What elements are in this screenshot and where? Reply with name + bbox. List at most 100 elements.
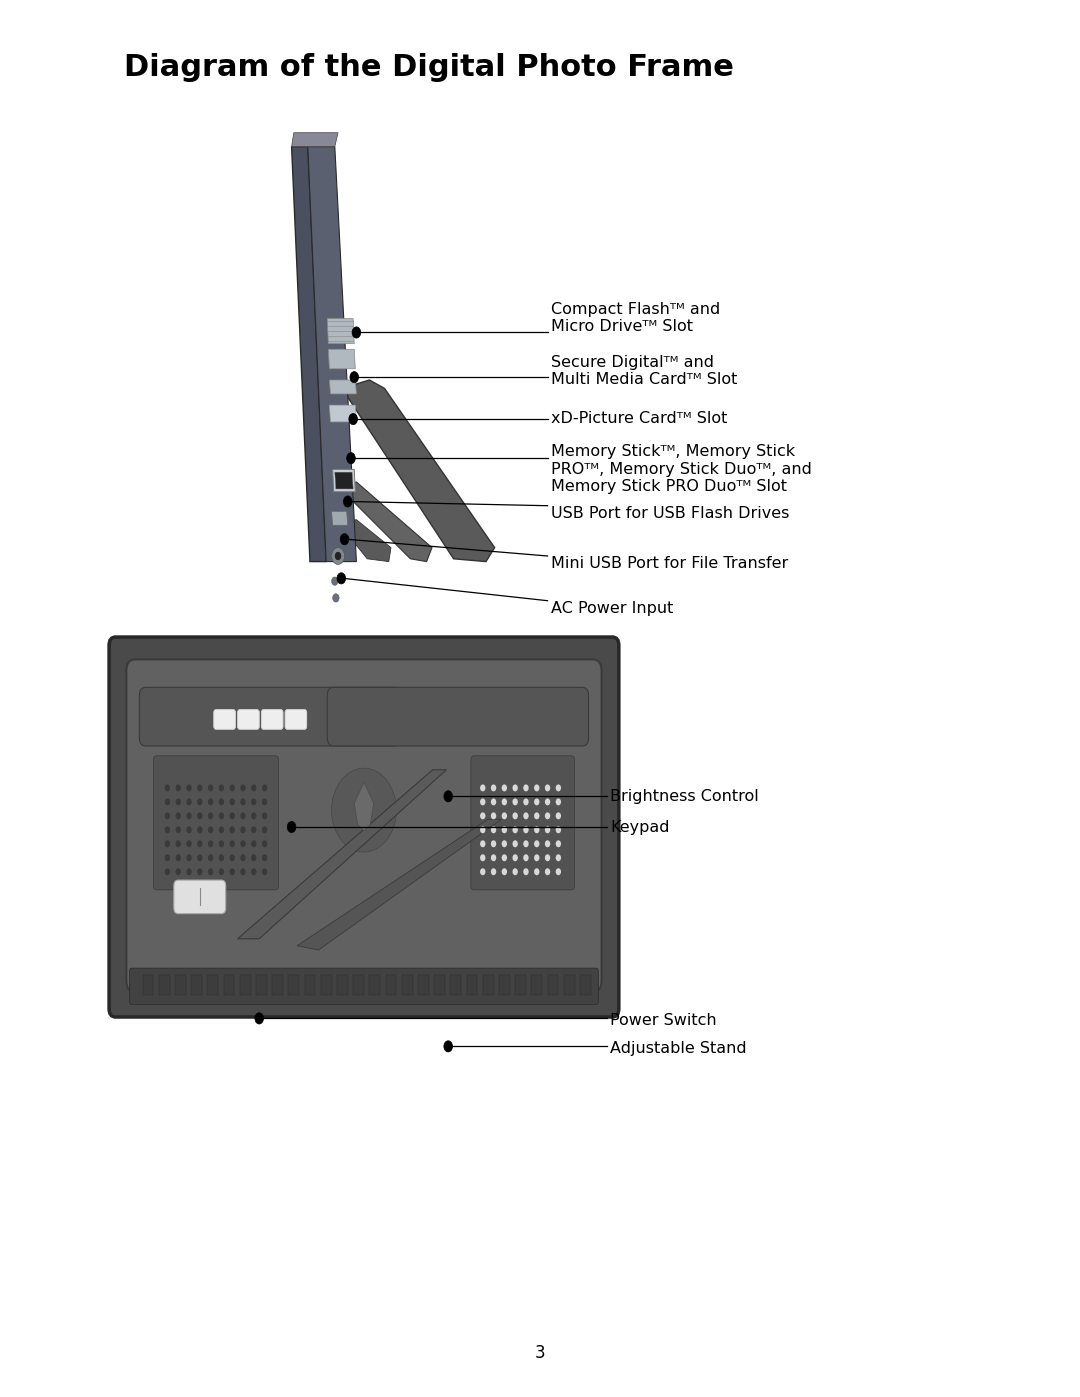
Circle shape bbox=[332, 548, 345, 564]
FancyBboxPatch shape bbox=[499, 975, 510, 995]
Circle shape bbox=[480, 840, 486, 847]
Circle shape bbox=[165, 813, 171, 819]
Circle shape bbox=[556, 799, 562, 805]
Circle shape bbox=[502, 813, 508, 819]
Circle shape bbox=[513, 827, 518, 833]
Circle shape bbox=[241, 840, 246, 847]
Text: USB Port for USB Flash Drives: USB Port for USB Flash Drives bbox=[551, 506, 789, 521]
Circle shape bbox=[545, 785, 551, 791]
Circle shape bbox=[251, 854, 257, 861]
Circle shape bbox=[333, 594, 339, 602]
Circle shape bbox=[187, 840, 192, 847]
Circle shape bbox=[165, 799, 171, 805]
FancyBboxPatch shape bbox=[174, 880, 226, 914]
Circle shape bbox=[444, 1041, 453, 1052]
FancyBboxPatch shape bbox=[175, 975, 186, 995]
Circle shape bbox=[229, 868, 235, 875]
FancyBboxPatch shape bbox=[386, 975, 396, 995]
Circle shape bbox=[187, 854, 192, 861]
Circle shape bbox=[218, 840, 225, 847]
Circle shape bbox=[218, 854, 225, 861]
Polygon shape bbox=[328, 520, 391, 562]
Polygon shape bbox=[297, 820, 501, 950]
Circle shape bbox=[352, 327, 361, 338]
Circle shape bbox=[332, 577, 338, 585]
Circle shape bbox=[187, 785, 192, 791]
Circle shape bbox=[187, 868, 192, 875]
Circle shape bbox=[229, 799, 235, 805]
Polygon shape bbox=[329, 380, 356, 394]
Circle shape bbox=[187, 813, 192, 819]
Circle shape bbox=[491, 799, 497, 805]
Circle shape bbox=[513, 813, 518, 819]
Circle shape bbox=[165, 827, 171, 833]
Circle shape bbox=[176, 785, 181, 791]
Polygon shape bbox=[308, 147, 356, 562]
FancyBboxPatch shape bbox=[321, 975, 332, 995]
Circle shape bbox=[262, 854, 268, 861]
FancyBboxPatch shape bbox=[467, 975, 477, 995]
Circle shape bbox=[207, 840, 213, 847]
Circle shape bbox=[513, 799, 518, 805]
Circle shape bbox=[523, 785, 529, 791]
Circle shape bbox=[343, 496, 352, 507]
Circle shape bbox=[545, 799, 551, 805]
Polygon shape bbox=[332, 511, 348, 525]
Circle shape bbox=[207, 799, 213, 805]
Circle shape bbox=[218, 785, 225, 791]
FancyBboxPatch shape bbox=[402, 975, 413, 995]
Circle shape bbox=[262, 840, 268, 847]
Circle shape bbox=[176, 868, 181, 875]
Circle shape bbox=[480, 799, 486, 805]
Circle shape bbox=[241, 854, 246, 861]
Circle shape bbox=[165, 868, 171, 875]
Circle shape bbox=[262, 813, 268, 819]
Text: 3: 3 bbox=[535, 1344, 545, 1362]
FancyBboxPatch shape bbox=[434, 975, 445, 995]
FancyBboxPatch shape bbox=[285, 710, 307, 729]
Circle shape bbox=[502, 840, 508, 847]
Polygon shape bbox=[329, 405, 356, 422]
Polygon shape bbox=[292, 133, 338, 147]
FancyBboxPatch shape bbox=[191, 975, 202, 995]
Circle shape bbox=[349, 414, 357, 425]
FancyBboxPatch shape bbox=[515, 975, 526, 995]
Circle shape bbox=[229, 813, 235, 819]
Circle shape bbox=[502, 827, 508, 833]
Circle shape bbox=[218, 799, 225, 805]
Circle shape bbox=[229, 827, 235, 833]
Circle shape bbox=[535, 813, 540, 819]
Circle shape bbox=[480, 868, 486, 875]
Circle shape bbox=[556, 813, 562, 819]
Circle shape bbox=[229, 785, 235, 791]
Circle shape bbox=[535, 799, 540, 805]
Circle shape bbox=[165, 785, 171, 791]
Circle shape bbox=[335, 552, 341, 560]
Circle shape bbox=[187, 827, 192, 833]
Circle shape bbox=[207, 854, 213, 861]
Polygon shape bbox=[292, 147, 326, 562]
FancyBboxPatch shape bbox=[240, 975, 251, 995]
Circle shape bbox=[218, 813, 225, 819]
Text: Keypad: Keypad bbox=[610, 820, 670, 835]
Circle shape bbox=[207, 827, 213, 833]
Text: AC Power Input: AC Power Input bbox=[551, 601, 673, 616]
Circle shape bbox=[251, 785, 257, 791]
Circle shape bbox=[176, 854, 181, 861]
FancyBboxPatch shape bbox=[207, 975, 218, 995]
Circle shape bbox=[444, 791, 453, 802]
FancyBboxPatch shape bbox=[327, 687, 589, 746]
Circle shape bbox=[241, 785, 246, 791]
Circle shape bbox=[198, 813, 203, 819]
FancyBboxPatch shape bbox=[564, 975, 575, 995]
Circle shape bbox=[545, 868, 551, 875]
Circle shape bbox=[491, 813, 497, 819]
Circle shape bbox=[251, 827, 257, 833]
Circle shape bbox=[187, 799, 192, 805]
Circle shape bbox=[229, 854, 235, 861]
Text: Secure Digitalᵀᴹ and
Multi Media Cardᵀᴹ Slot: Secure Digitalᵀᴹ and Multi Media Cardᵀᴹ … bbox=[551, 355, 738, 387]
Circle shape bbox=[251, 813, 257, 819]
Circle shape bbox=[513, 785, 518, 791]
Circle shape bbox=[350, 372, 359, 383]
FancyBboxPatch shape bbox=[483, 975, 494, 995]
